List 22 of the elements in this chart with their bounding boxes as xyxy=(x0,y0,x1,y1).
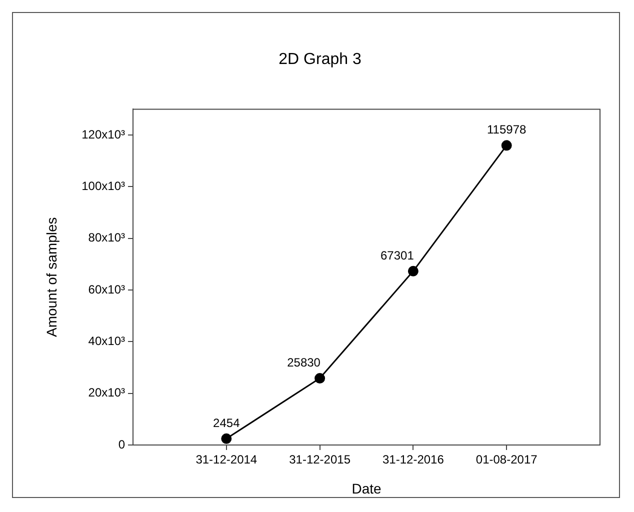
x-tick-label: 01-08-2017 xyxy=(476,452,538,467)
point xyxy=(501,140,512,151)
point xyxy=(408,266,418,276)
data-label: 67301 xyxy=(380,248,414,262)
y-tick-label: 60x10³ xyxy=(88,282,125,296)
y-tick-label: 100x10³ xyxy=(82,179,125,194)
y-tick-label: 20x10³ xyxy=(88,386,125,400)
data-label: 25830 xyxy=(287,356,321,370)
y-tick-label: 120x10³ xyxy=(82,127,125,142)
y-axis-title: Amount of samples xyxy=(43,217,60,338)
x-tick-label: 31-12-2016 xyxy=(382,452,444,467)
data-label: 2454 xyxy=(213,416,240,430)
point xyxy=(221,433,232,444)
x-tick-label: 31-12-2014 xyxy=(196,452,258,467)
y-tick-label: 80x10³ xyxy=(88,230,125,245)
y-tick-label: 0 xyxy=(118,437,126,452)
point xyxy=(314,373,326,384)
chart-title: 2D Graph 3 xyxy=(278,51,362,68)
x-axis-title: Date xyxy=(352,480,382,496)
data-label: 115978 xyxy=(487,122,526,137)
x-tick-label: 31-12-2015 xyxy=(289,452,351,467)
y-tick-label: 40x10³ xyxy=(88,334,125,348)
